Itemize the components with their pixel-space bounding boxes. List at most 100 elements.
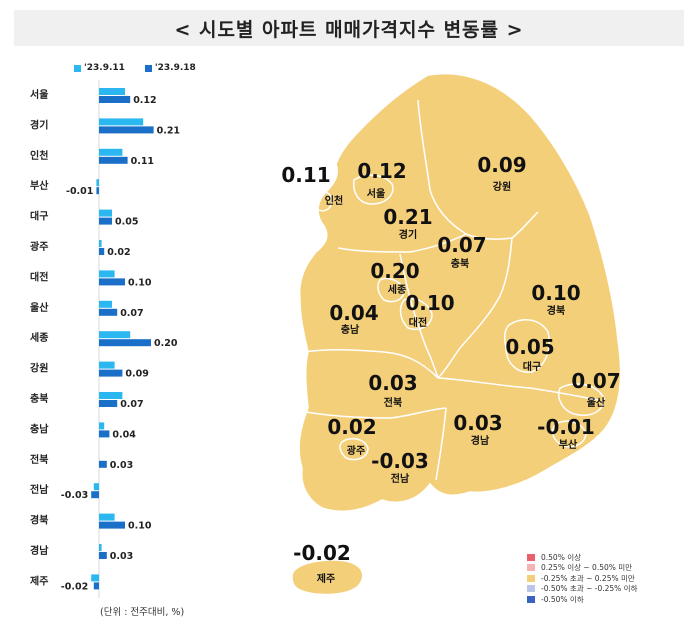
bar-value-label: 0.11 <box>131 156 154 167</box>
category-label: 전남 <box>30 483 49 496</box>
category-label: 경북 <box>30 514 48 527</box>
bar-week1 <box>99 331 131 339</box>
bar-week1 <box>96 179 99 187</box>
border-chungnam-chungbuk <box>399 253 439 379</box>
category-label: 광주 <box>30 241 48 253</box>
region-value-label: 0.10 <box>405 291 454 315</box>
bar-week1 <box>99 88 125 95</box>
map-legend-label: -0.50% 이하 <box>541 594 584 604</box>
bar-value-label: 0.21 <box>157 125 180 136</box>
bar-week2 <box>99 308 118 316</box>
bar-value-label: 0.02 <box>107 247 130 258</box>
category-label: 강원 <box>30 362 48 375</box>
bar-week1 <box>93 483 99 491</box>
region-value-label: 0.10 <box>531 281 580 305</box>
border-jeonbuk-jeonnam <box>305 407 447 419</box>
category-label: 충남 <box>30 422 49 435</box>
category-label: 세종 <box>30 331 48 344</box>
legend-swatch-week2 <box>144 64 152 72</box>
legend-swatch-week1 <box>74 64 81 72</box>
map-legend-label: -0.50% 초과 ~ -0.25% 이하 <box>541 584 638 594</box>
region-value-label: 0.11 <box>281 163 330 187</box>
border-jeonnam-gyeongnam <box>435 407 447 481</box>
region-name-label: 전남 <box>391 472 410 485</box>
border-incheon <box>313 191 333 212</box>
region-name-label: 강원 <box>493 180 511 193</box>
region-name-label: 충남 <box>341 323 360 336</box>
bar-week2 <box>99 552 107 559</box>
map-legend: 0.50% 이상 0.25% 이상 ~ 0.50% 미만 -0.25% 초과 ~ 0… <box>527 552 637 605</box>
bar-value-label: 0.10 <box>128 521 152 532</box>
category-label: 충북 <box>30 392 48 405</box>
border-seoul <box>352 174 394 205</box>
region-value-label: -0.01 <box>537 415 595 439</box>
bar-value-label: 0.05 <box>115 217 138 228</box>
region-name-label: 경기 <box>399 228 417 241</box>
bar-value-label: 0.03 <box>110 551 133 562</box>
bar-week2 <box>99 430 110 438</box>
region-value-label: 0.20 <box>370 259 419 283</box>
region-value-label: -0.03 <box>371 449 429 473</box>
bar-week1 <box>99 300 112 308</box>
category-label: 울산 <box>30 301 49 314</box>
bar-week1 <box>99 148 123 156</box>
category-label: 전북 <box>30 453 48 466</box>
bar-value-label: 0.07 <box>120 308 143 319</box>
map-legend-swatch <box>527 564 535 572</box>
map-legend-swatch <box>527 553 535 561</box>
region-value-label: 0.05 <box>505 335 554 359</box>
bar-value-label: -0.02 <box>61 581 88 592</box>
bar-week1 <box>99 118 144 126</box>
map-legend-item: -0.50% 초과 ~ -0.25% 이하 <box>527 584 637 595</box>
bar-week2 <box>96 187 99 195</box>
region-name-label: 대전 <box>409 316 427 329</box>
legend-item-week1: '23.9.11 <box>74 63 125 73</box>
region-name-label: 충북 <box>451 257 469 270</box>
region-value-label: 0.07 <box>571 369 620 393</box>
bar-week2 <box>99 369 123 377</box>
border-gwangju <box>339 437 369 461</box>
region-value-label: 0.09 <box>477 153 526 177</box>
region-shape-mainland <box>298 72 622 513</box>
bar-value-label: -0.03 <box>61 490 88 501</box>
bar-value-label: 0.07 <box>120 399 143 410</box>
bar-week1 <box>99 209 112 217</box>
bar-week2 <box>99 278 125 286</box>
category-label: 대구 <box>30 210 48 223</box>
bar-chart: 서울 0.12 경기 0.21 인천 0.11 부산 -0.01 대구 0.05 광주 0.02 대전 0… <box>30 80 180 598</box>
region-shape-jeju <box>291 559 364 596</box>
bar-week1 <box>99 392 123 399</box>
bar-value-label: 0.12 <box>133 95 156 106</box>
bar-week2 <box>99 156 128 164</box>
region-name-label: 부산 <box>559 438 578 451</box>
border-sejong <box>377 277 405 303</box>
region-value-label: 0.21 <box>383 205 432 229</box>
border-daegu <box>503 319 550 373</box>
region-name-label: 제주 <box>317 572 335 585</box>
border-capital-south <box>337 233 467 253</box>
region-name-label: 세종 <box>388 283 406 296</box>
region-name-label: 인천 <box>325 194 343 207</box>
bar-value-label: 0.10 <box>128 277 152 288</box>
bar-week2 <box>99 339 151 347</box>
region-name-label: 울산 <box>587 396 606 409</box>
bar-value-label: 0.03 <box>110 460 133 471</box>
border-gyeongbuk-gyeongnam <box>437 377 599 401</box>
bar-week1 <box>99 513 115 521</box>
bar-week2 <box>99 248 105 255</box>
region-value-label: 0.02 <box>327 415 376 439</box>
unit-note: (단위 : 전주대비, %) <box>100 607 185 618</box>
bar-value-label: 0.04 <box>112 429 136 440</box>
region-value-label: 0.03 <box>453 411 502 435</box>
bar-value-label: 0.09 <box>125 369 148 380</box>
bar-week2 <box>99 460 107 468</box>
region-name-label: 전북 <box>384 396 402 409</box>
map-legend-label: -0.25% 초과 ~ 0.25% 미만 <box>541 573 635 583</box>
bar-week1 <box>99 270 115 278</box>
legend-label-week1: '23.9.11 <box>84 63 125 73</box>
category-label: 대전 <box>30 270 48 283</box>
map-legend-label: 0.25% 이상 ~ 0.50% 미만 <box>541 563 633 573</box>
map-legend-label: 0.50% 이상 <box>541 552 582 562</box>
map-legend-item: -0.50% 이하 <box>527 594 637 605</box>
